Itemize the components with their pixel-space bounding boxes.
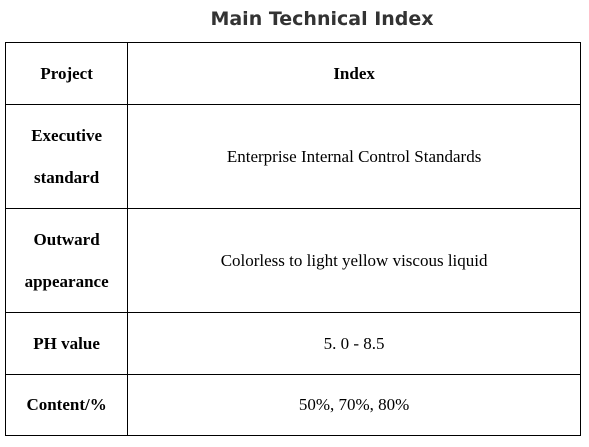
page-title: Main Technical Index [210,8,434,30]
row-value-outward-appearance: Colorless to light yellow viscous liquid [127,208,581,313]
header-project: Project [4,42,129,105]
row-label-content: Content/% [4,374,129,436]
row-value-content: 50%, 70%, 80% [127,374,581,436]
row-value-ph-value: 5. 0 - 8.5 [127,312,581,375]
table-row: PH value 5. 0 - 8.5 [4,312,581,375]
row-value-executive-standard: Enterprise Internal Control Standards [127,104,581,209]
row-label-executive-standard: Executive standard [4,104,129,209]
row-label-ph-value: PH value [4,312,129,375]
row-label-outward-appearance: Outward appearance [4,208,129,313]
table-row: Outward appearance Colorless to light ye… [4,208,581,313]
table-row: Executive standard Enterprise Internal C… [4,104,581,209]
technical-index-table: Project Index Executive standard Enterpr… [4,42,581,436]
header-index: Index [127,42,581,105]
table-header-row: Project Index [4,42,581,105]
table-row: Content/% 50%, 70%, 80% [4,374,581,436]
